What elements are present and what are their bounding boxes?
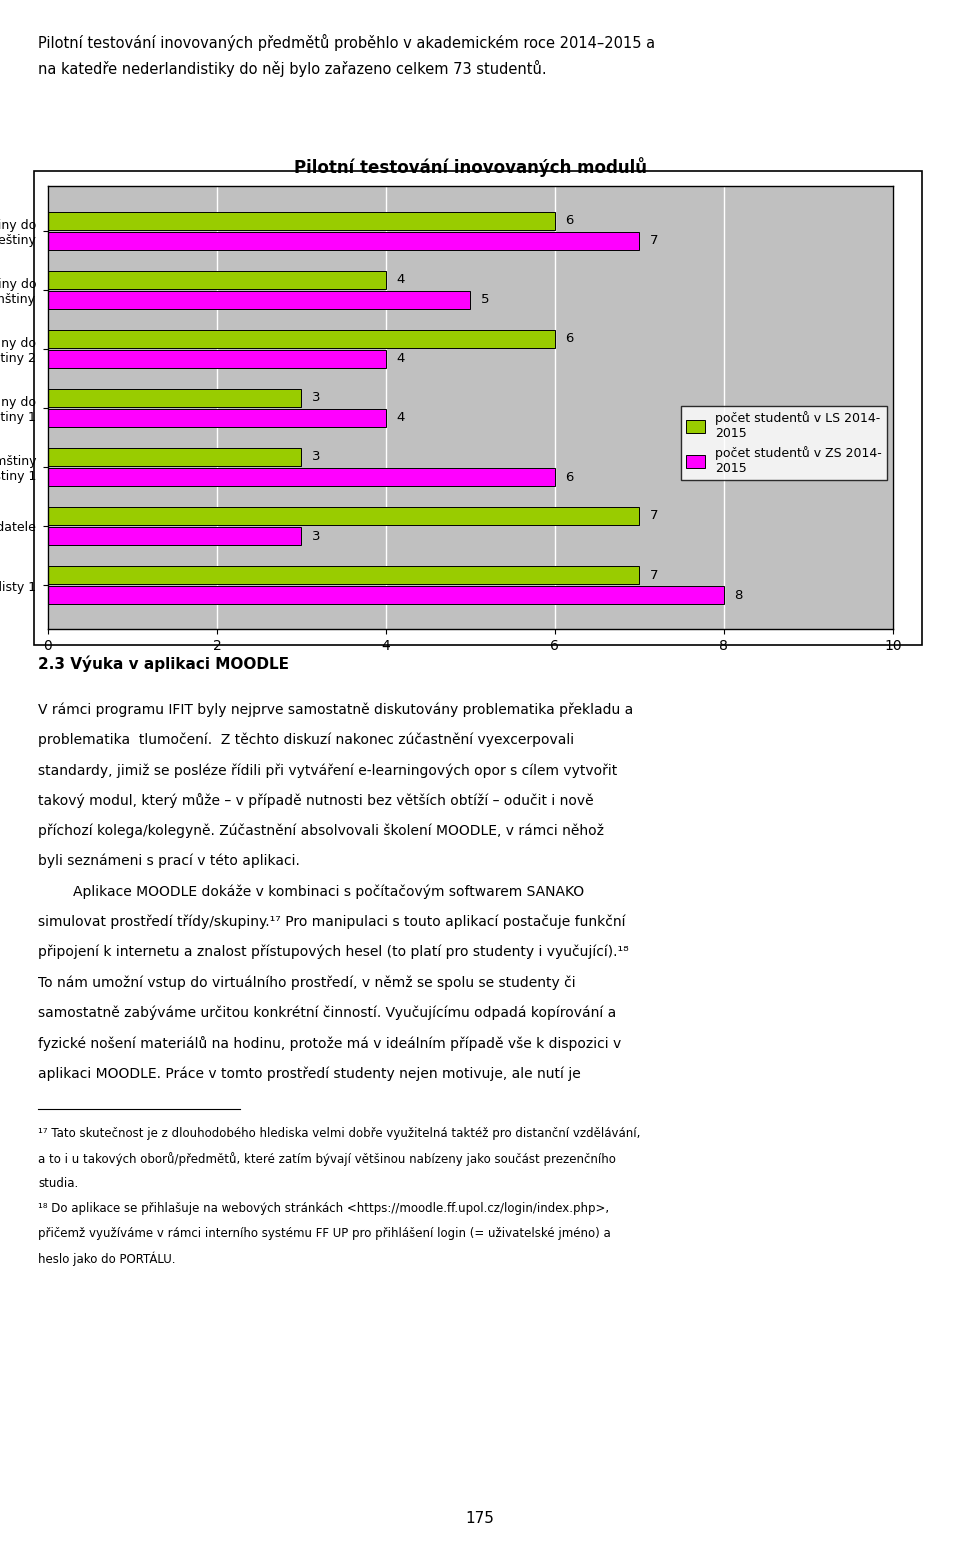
- Bar: [48, 566, 639, 584]
- Text: 7: 7: [650, 235, 658, 247]
- Text: ¹⁷ Tato skutečnost je z dlouhodobého hlediska velmi dobře využitelná taktéž pro : ¹⁷ Tato skutečnost je z dlouhodobého hle…: [38, 1128, 640, 1141]
- Text: Pilotní testování inovovaných předmětů proběhlo v akademickém roce 2014–2015 a
n: Pilotní testování inovovaných předmětů p…: [38, 34, 656, 76]
- Text: ¹⁸ Do aplikace se přihlašuje na webových stránkách <https://moodle.ff.upol.cz/lo: ¹⁸ Do aplikace se přihlašuje na webových…: [38, 1203, 610, 1215]
- Bar: [48, 448, 301, 466]
- Text: 7: 7: [650, 510, 658, 522]
- Text: 4: 4: [396, 412, 404, 424]
- Bar: [48, 270, 386, 289]
- Bar: [48, 291, 470, 309]
- Bar: [48, 507, 639, 525]
- Text: 3: 3: [312, 451, 320, 463]
- Text: To nám umožní vstup do virtuálního prostředí, v němž se spolu se studenty či: To nám umožní vstup do virtuálního prost…: [38, 976, 576, 990]
- Text: 6: 6: [565, 471, 573, 483]
- Bar: [48, 211, 555, 230]
- Text: připojení k internetu a znalost přístupových hesel (to platí pro studenty i vyuč: připojení k internetu a znalost přístupo…: [38, 945, 629, 959]
- Text: V rámci programu IFIT byly nejprve samostatně diskutovány problematika překladu : V rámci programu IFIT byly nejprve samos…: [38, 702, 634, 716]
- Bar: [48, 468, 555, 486]
- Text: 4: 4: [396, 274, 404, 286]
- Text: 7: 7: [650, 569, 658, 581]
- Text: byli seznámeni s prací v této aplikaci.: byli seznámeni s prací v této aplikaci.: [38, 855, 300, 869]
- Text: 3: 3: [312, 530, 320, 542]
- Text: heslo jako do PORTÁLU.: heslo jako do PORTÁLU.: [38, 1253, 176, 1267]
- Bar: [48, 388, 301, 407]
- Bar: [48, 350, 386, 368]
- Text: 2.3 Výuka v aplikaci MOODLE: 2.3 Výuka v aplikaci MOODLE: [38, 656, 289, 673]
- Text: fyzické nošení materiálů na hodinu, protože má v ideálním případě vše k dispozic: fyzické nošení materiálů na hodinu, prot…: [38, 1035, 622, 1051]
- Text: Aplikace MOODLE dokáže v kombinaci s počítačovým softwarem SANAKO: Aplikace MOODLE dokáže v kombinaci s poč…: [38, 884, 585, 898]
- Text: takový modul, který může – v případě nutnosti bez větších obtíží – odučit i nově: takový modul, který může – v případě nut…: [38, 793, 594, 808]
- Text: 4: 4: [396, 353, 404, 365]
- Text: 175: 175: [466, 1510, 494, 1526]
- Bar: [48, 232, 639, 250]
- Text: a to i u takových oborů/předmětů, které zatím bývají většinou nabízeny jako souč: a to i u takových oborů/předmětů, které …: [38, 1153, 616, 1166]
- Text: studia.: studia.: [38, 1178, 79, 1190]
- Bar: [48, 329, 555, 348]
- Text: simulovat prostředí třídy/skupiny.¹⁷ Pro manipulaci s touto aplikací postačuje f: simulovat prostředí třídy/skupiny.¹⁷ Pro…: [38, 914, 626, 929]
- Text: 6: 6: [565, 214, 573, 227]
- Text: aplikaci MOODLE. Práce v tomto prostředí studenty nejen motivuje, ale nutí je: aplikaci MOODLE. Práce v tomto prostředí…: [38, 1066, 581, 1080]
- Bar: [48, 527, 301, 545]
- Legend: počet studentů v LS 2014-
2015, počet studentů v ZS 2014-
2015: počet studentů v LS 2014- 2015, počet st…: [681, 406, 886, 480]
- Title: Pilotní testování inovovaných modulů: Pilotní testování inovovaných modulů: [294, 157, 647, 177]
- Bar: [48, 409, 386, 427]
- Text: 3: 3: [312, 392, 320, 404]
- Text: 5: 5: [481, 294, 489, 306]
- Text: 8: 8: [734, 589, 742, 601]
- Text: samostatně zabýváme určitou konkrétní činností. Vyučujícímu odpadá kopírování a: samostatně zabýváme určitou konkrétní či…: [38, 1005, 616, 1019]
- Text: přičemž využíváme v rámci interního systému FF UP pro přihlášení login (= uživat: přičemž využíváme v rámci interního syst…: [38, 1228, 612, 1240]
- Text: problematika  tlumočení.  Z těchto diskuzí nakonec zúčastnění vyexcerpovali: problematika tlumočení. Z těchto diskuzí…: [38, 732, 574, 747]
- Bar: [48, 586, 724, 605]
- Text: standardy, jimiž se posléze řídili při vytváření e-learningových opor s cílem vy: standardy, jimiž se posléze řídili při v…: [38, 763, 617, 777]
- Text: příchozí kolega/kolegyně. Zúčastnění absolvovali školení MOODLE, v rámci něhož: příchozí kolega/kolegyně. Zúčastnění abs…: [38, 824, 605, 838]
- Text: 6: 6: [565, 333, 573, 345]
